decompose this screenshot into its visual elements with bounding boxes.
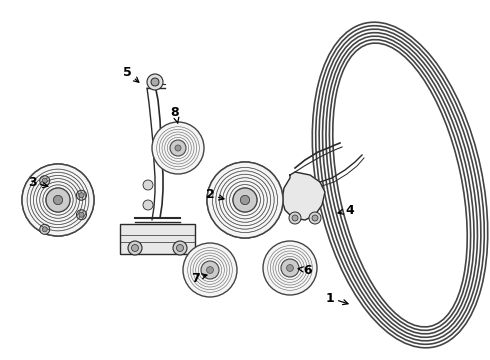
Circle shape	[263, 241, 317, 295]
Circle shape	[53, 195, 63, 204]
Circle shape	[233, 188, 257, 212]
Text: 4: 4	[338, 203, 354, 216]
Circle shape	[42, 178, 47, 183]
Text: 2: 2	[206, 189, 224, 202]
Circle shape	[233, 188, 257, 212]
Text: 6: 6	[298, 264, 312, 276]
Circle shape	[207, 162, 283, 238]
Circle shape	[207, 266, 214, 274]
Circle shape	[207, 162, 283, 238]
Circle shape	[128, 241, 142, 255]
Text: 8: 8	[171, 105, 179, 123]
Circle shape	[143, 200, 153, 210]
Circle shape	[309, 212, 321, 224]
Circle shape	[79, 193, 84, 198]
Text: 7: 7	[191, 271, 207, 284]
Circle shape	[241, 195, 249, 204]
Circle shape	[151, 78, 159, 86]
Polygon shape	[282, 172, 325, 220]
Circle shape	[287, 265, 294, 271]
Circle shape	[42, 227, 47, 232]
Circle shape	[281, 259, 299, 277]
Circle shape	[46, 188, 70, 212]
Circle shape	[143, 180, 153, 190]
Circle shape	[147, 74, 163, 90]
Circle shape	[76, 190, 86, 200]
Circle shape	[289, 212, 301, 224]
Circle shape	[183, 243, 237, 297]
Circle shape	[53, 195, 63, 204]
Circle shape	[46, 188, 70, 212]
Text: 3: 3	[28, 176, 48, 189]
Circle shape	[22, 164, 94, 236]
Circle shape	[173, 241, 187, 255]
Ellipse shape	[24, 184, 79, 226]
Circle shape	[241, 195, 249, 204]
Circle shape	[175, 145, 181, 151]
Ellipse shape	[214, 175, 276, 230]
Circle shape	[79, 212, 84, 217]
Circle shape	[176, 244, 183, 252]
Circle shape	[76, 210, 86, 220]
Circle shape	[152, 122, 204, 174]
Circle shape	[40, 224, 49, 234]
Circle shape	[201, 261, 219, 279]
Circle shape	[292, 215, 298, 221]
Text: 5: 5	[122, 66, 139, 82]
Circle shape	[22, 164, 94, 236]
Circle shape	[170, 140, 186, 156]
Circle shape	[312, 215, 318, 221]
Circle shape	[40, 176, 49, 186]
Text: 1: 1	[326, 292, 348, 305]
FancyBboxPatch shape	[120, 224, 195, 254]
Circle shape	[131, 244, 139, 252]
